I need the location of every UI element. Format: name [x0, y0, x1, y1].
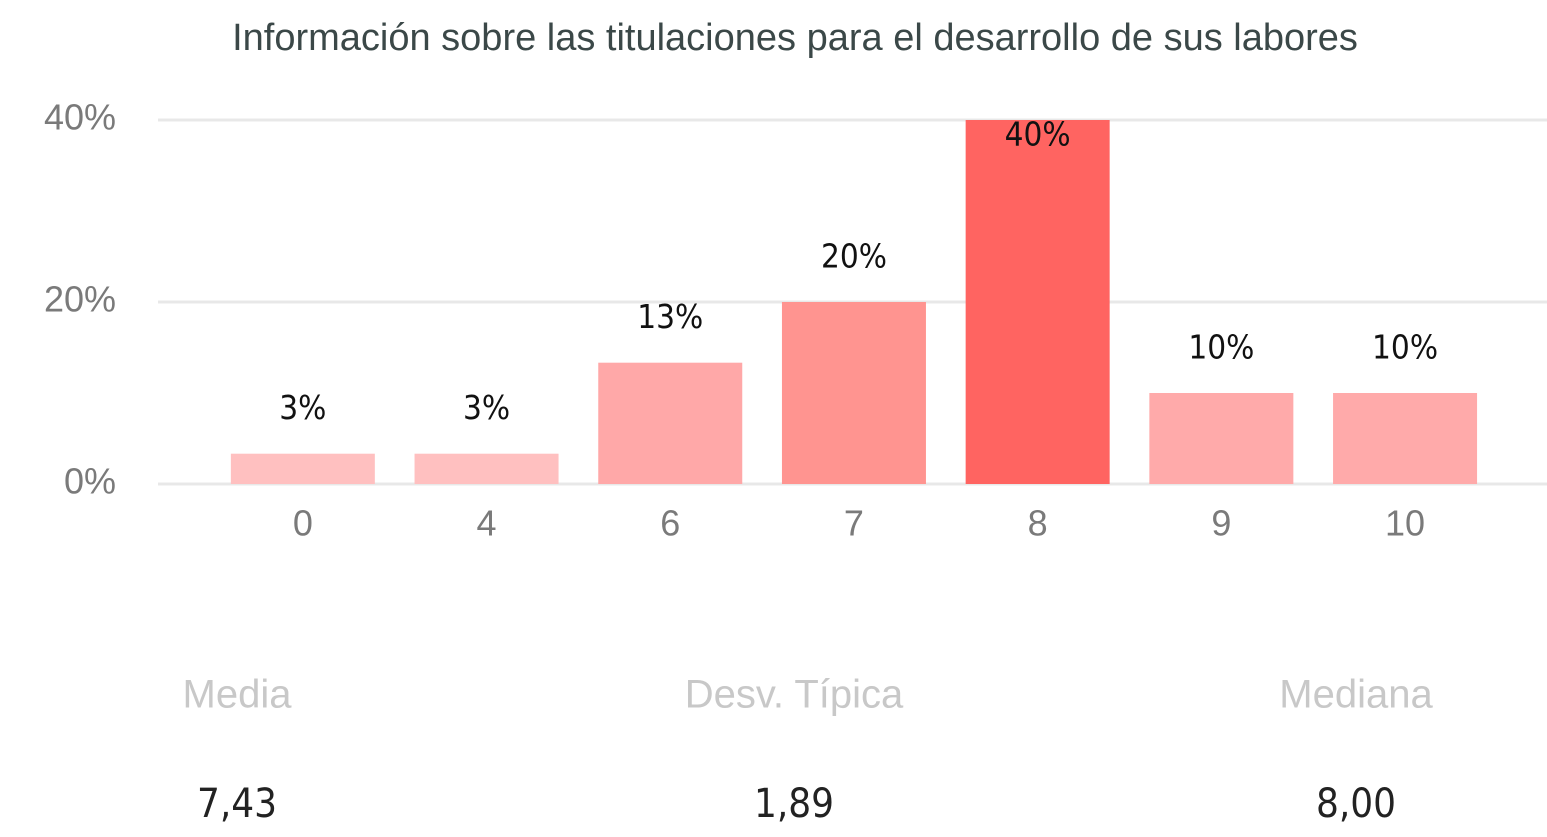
x-tick-label: 6 — [660, 503, 680, 544]
stat-value: 7,43 — [197, 781, 277, 827]
data-label: 20% — [821, 237, 887, 276]
y-tick-label: 0% — [64, 461, 116, 502]
stat-label: Media — [183, 673, 293, 717]
bar — [230, 453, 375, 484]
data-label: 3% — [279, 388, 326, 427]
data-label: 13% — [637, 297, 703, 336]
bar — [414, 453, 559, 484]
bar — [965, 120, 1110, 484]
bar — [1333, 393, 1478, 484]
data-label: 10% — [1188, 328, 1254, 367]
stat-value: 8,00 — [1316, 781, 1396, 827]
stat-label: Desv. Típica — [685, 673, 904, 717]
stat-value: 1,89 — [754, 781, 834, 827]
bar — [781, 302, 926, 484]
x-tick-label: 10 — [1385, 503, 1425, 544]
bar — [1149, 393, 1294, 484]
x-tick-label: 7 — [844, 503, 864, 544]
x-tick-label: 8 — [1028, 503, 1048, 544]
data-label: 3% — [463, 388, 510, 427]
bar — [598, 362, 743, 484]
data-label: 10% — [1372, 328, 1438, 367]
data-label: 40% — [1005, 115, 1071, 154]
x-tick-label: 4 — [477, 503, 497, 544]
x-tick-label: 0 — [293, 503, 313, 544]
y-tick-label: 40% — [44, 97, 116, 138]
y-tick-label: 20% — [44, 279, 116, 320]
chart-title: Información sobre las titulaciones para … — [232, 17, 1358, 59]
x-tick-label: 9 — [1211, 503, 1231, 544]
stat-label: Mediana — [1279, 673, 1433, 717]
